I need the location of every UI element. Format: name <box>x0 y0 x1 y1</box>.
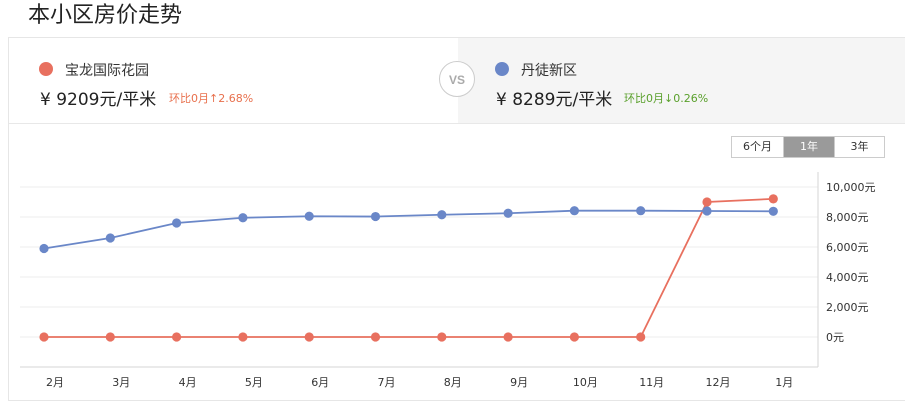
right-change: 环比0月↓0.26% <box>624 92 709 105</box>
data-point <box>105 233 115 243</box>
data-point <box>503 208 513 218</box>
x-tick-label: 1月 <box>775 376 793 389</box>
series-line-1 <box>43 209 774 250</box>
data-point <box>304 211 314 221</box>
data-point <box>370 211 381 222</box>
data-point <box>569 206 580 216</box>
x-tick-label: 11月 <box>639 376 664 389</box>
x-tick-label: 3月 <box>112 376 130 389</box>
data-point <box>172 332 182 342</box>
page-title: 本小区房价走势 <box>28 3 183 28</box>
data-point <box>39 243 49 254</box>
data-point <box>702 197 712 207</box>
x-tick-label: 8月 <box>444 376 462 389</box>
right-community-name: 丹徒新区 <box>521 63 577 79</box>
left-community-name: 宝龙国际花园 <box>65 63 149 79</box>
y-tick-label: 0元 <box>826 331 844 344</box>
data-point <box>702 206 712 216</box>
data-point <box>238 332 248 342</box>
data-point <box>768 194 778 204</box>
y-tick-label: 8,000元 <box>826 211 869 224</box>
x-tick-label: 5月 <box>245 376 263 389</box>
compare-header: 宝龙国际花园 ¥ 9209元/平米 环比0月↑2.68% 丹徒新区 ¥ 8289… <box>9 38 905 124</box>
y-tick-label: 4,000元 <box>826 271 869 284</box>
y-tick-label: 10,000元 <box>826 181 876 194</box>
data-point <box>39 332 49 342</box>
x-tick-label: 2月 <box>46 376 64 389</box>
right-price: ¥ 8289元/平米 <box>496 90 613 110</box>
x-tick-label: 10月 <box>573 376 598 389</box>
compare-left: 宝龙国际花园 ¥ 9209元/平米 环比0月↑2.68% <box>9 38 458 123</box>
range-tabs: 6个月 1年 3年 <box>731 136 885 158</box>
compare-panel: 宝龙国际花园 ¥ 9209元/平米 环比0月↑2.68% 丹徒新区 ¥ 8289… <box>8 37 905 401</box>
data-point <box>238 213 248 223</box>
data-point <box>569 332 580 342</box>
data-point <box>636 332 646 342</box>
x-tick-label: 4月 <box>179 376 197 389</box>
y-tick-label: 2,000元 <box>826 301 869 314</box>
left-series-dot <box>39 62 53 76</box>
right-series-dot <box>495 62 509 76</box>
data-point <box>503 332 513 342</box>
tab-6-months[interactable]: 6个月 <box>743 140 772 153</box>
left-change: 环比0月↑2.68% <box>169 92 254 105</box>
data-point <box>437 332 447 342</box>
data-point <box>437 210 447 220</box>
data-point <box>304 332 314 342</box>
data-point <box>172 218 182 228</box>
x-tick-label: 7月 <box>378 376 396 389</box>
data-point <box>768 206 778 216</box>
x-tick-label: 6月 <box>311 376 329 389</box>
left-price: ¥ 9209元/平米 <box>40 90 157 110</box>
x-tick-label: 9月 <box>510 376 528 389</box>
compare-right: 丹徒新区 ¥ 8289元/平米 环比0月↓0.26% <box>458 38 905 123</box>
data-point <box>105 332 115 342</box>
data-point <box>370 332 381 342</box>
series-line-0 <box>44 197 774 338</box>
tab-1-year[interactable]: 1年 <box>783 137 834 157</box>
x-tick-label: 12月 <box>706 376 731 389</box>
vs-badge: VS <box>439 61 475 97</box>
y-tick-label: 6,000元 <box>826 241 869 254</box>
data-point <box>636 206 646 216</box>
tab-3-years[interactable]: 3年 <box>834 137 884 157</box>
